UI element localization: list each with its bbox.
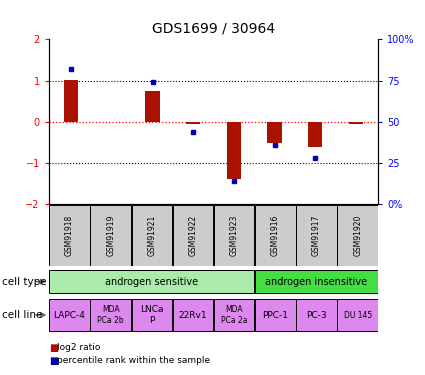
Text: log2 ratio: log2 ratio (57, 343, 101, 352)
Text: ■: ■ (49, 356, 58, 366)
Text: GSM91916: GSM91916 (271, 214, 280, 256)
Bar (214, 205, 255, 266)
Bar (214, 299, 255, 331)
Text: LAPC-4: LAPC-4 (54, 310, 85, 320)
Bar (337, 299, 378, 331)
Text: percentile rank within the sample: percentile rank within the sample (57, 356, 210, 365)
Text: 22Rv1: 22Rv1 (178, 310, 207, 320)
Bar (49, 299, 90, 331)
Text: androgen sensitive: androgen sensitive (105, 277, 198, 286)
Bar (308, 122, 322, 147)
Text: GSM91921: GSM91921 (147, 214, 156, 256)
Bar (227, 122, 241, 179)
Bar (49, 270, 255, 293)
Bar (91, 205, 131, 266)
Bar (173, 299, 213, 331)
Bar (49, 205, 90, 266)
Text: GSM91917: GSM91917 (312, 214, 321, 256)
Bar (296, 299, 337, 331)
Bar (255, 270, 378, 293)
Text: LNCa
P: LNCa P (140, 305, 164, 325)
Text: PC-3: PC-3 (306, 310, 327, 320)
Text: DU 145: DU 145 (343, 310, 372, 320)
Text: PPC-1: PPC-1 (262, 310, 288, 320)
Bar (255, 299, 295, 331)
Bar (132, 205, 172, 266)
Text: MDA
PCa 2a: MDA PCa 2a (221, 305, 247, 325)
Text: GSM91919: GSM91919 (106, 214, 115, 256)
Text: GSM91922: GSM91922 (188, 214, 198, 256)
Bar (132, 299, 172, 331)
Text: cell line: cell line (2, 310, 42, 320)
Bar (349, 122, 363, 124)
Text: GSM91923: GSM91923 (230, 214, 239, 256)
Bar (64, 80, 78, 122)
Title: GDS1699 / 30964: GDS1699 / 30964 (152, 21, 275, 35)
Bar (296, 205, 337, 266)
Bar (173, 205, 213, 266)
Text: ■: ■ (49, 343, 58, 352)
Text: GSM91920: GSM91920 (353, 214, 362, 256)
Bar (255, 205, 295, 266)
Bar (337, 205, 378, 266)
Text: cell type: cell type (2, 277, 47, 286)
Bar (267, 122, 282, 142)
Text: GSM91918: GSM91918 (65, 214, 74, 256)
Bar (186, 122, 200, 124)
Bar (145, 91, 160, 122)
Bar (91, 299, 131, 331)
Text: MDA
PCa 2b: MDA PCa 2b (97, 305, 124, 325)
Text: androgen insensitive: androgen insensitive (266, 277, 368, 286)
